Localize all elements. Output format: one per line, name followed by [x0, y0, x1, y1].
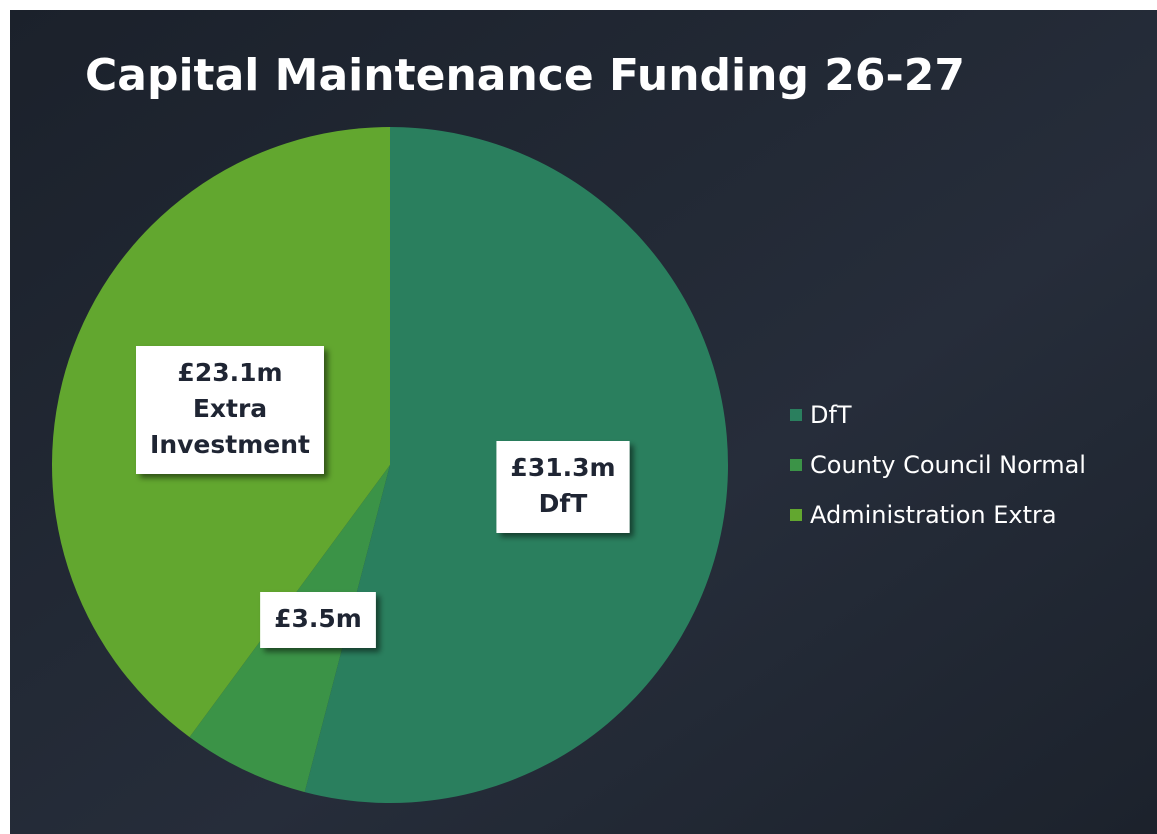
data-label: £31.3m DfT	[496, 441, 630, 533]
label-caption: Investment	[150, 430, 310, 459]
legend-swatch	[790, 459, 802, 471]
label-value: £23.1m	[177, 358, 282, 387]
legend-swatch	[790, 409, 802, 421]
legend-label: Administration Extra	[810, 501, 1057, 529]
data-label: £3.5m	[260, 592, 376, 648]
chart-title: Capital Maintenance Funding 26-27	[85, 50, 965, 101]
label-caption: DfT	[539, 489, 588, 518]
legend-label: County Council Normal	[810, 451, 1086, 479]
label-box	[136, 346, 324, 474]
label-value: £3.5m	[274, 604, 362, 633]
label-caption: Extra	[193, 394, 267, 423]
label-value: £31.3m	[510, 453, 615, 482]
data-label: £23.1m Extra Investment	[136, 346, 324, 474]
label-box	[496, 441, 630, 533]
legend-label: DfT	[810, 401, 852, 429]
label-box	[260, 592, 376, 648]
legend-swatch	[790, 509, 802, 521]
